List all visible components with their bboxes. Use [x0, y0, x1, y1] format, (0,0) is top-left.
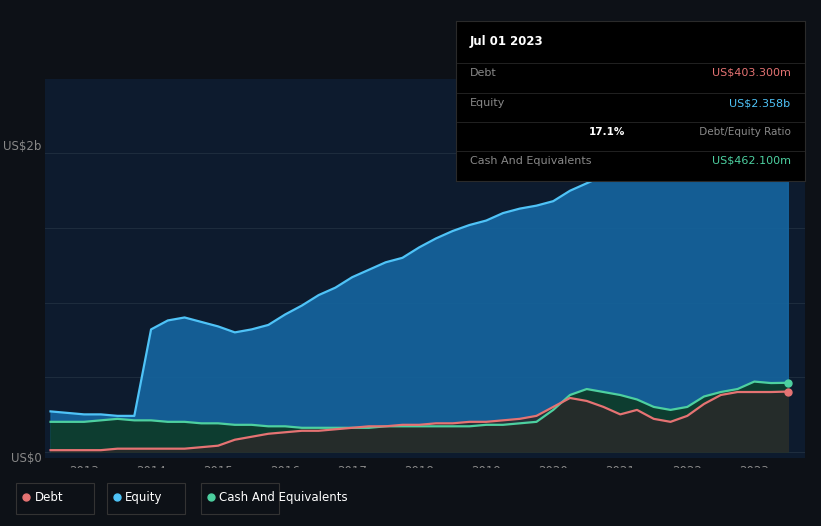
Text: Debt: Debt	[470, 67, 497, 77]
Text: Equity: Equity	[125, 491, 163, 503]
Text: Debt/Equity Ratio: Debt/Equity Ratio	[695, 127, 791, 137]
Text: US$462.100m: US$462.100m	[712, 156, 791, 166]
Text: US$0: US$0	[11, 452, 41, 464]
Text: Debt: Debt	[34, 491, 63, 503]
Text: US$2b: US$2b	[3, 140, 41, 154]
Text: Equity: Equity	[470, 98, 505, 108]
Text: Cash And Equivalents: Cash And Equivalents	[470, 156, 591, 166]
FancyBboxPatch shape	[107, 483, 185, 514]
Text: Cash And Equivalents: Cash And Equivalents	[219, 491, 348, 503]
Text: US$2.358b: US$2.358b	[730, 98, 791, 108]
Text: Jul 01 2023: Jul 01 2023	[470, 35, 544, 48]
FancyBboxPatch shape	[201, 483, 279, 514]
Text: US$403.300m: US$403.300m	[712, 67, 791, 77]
FancyBboxPatch shape	[16, 483, 94, 514]
Text: 17.1%: 17.1%	[589, 127, 625, 137]
